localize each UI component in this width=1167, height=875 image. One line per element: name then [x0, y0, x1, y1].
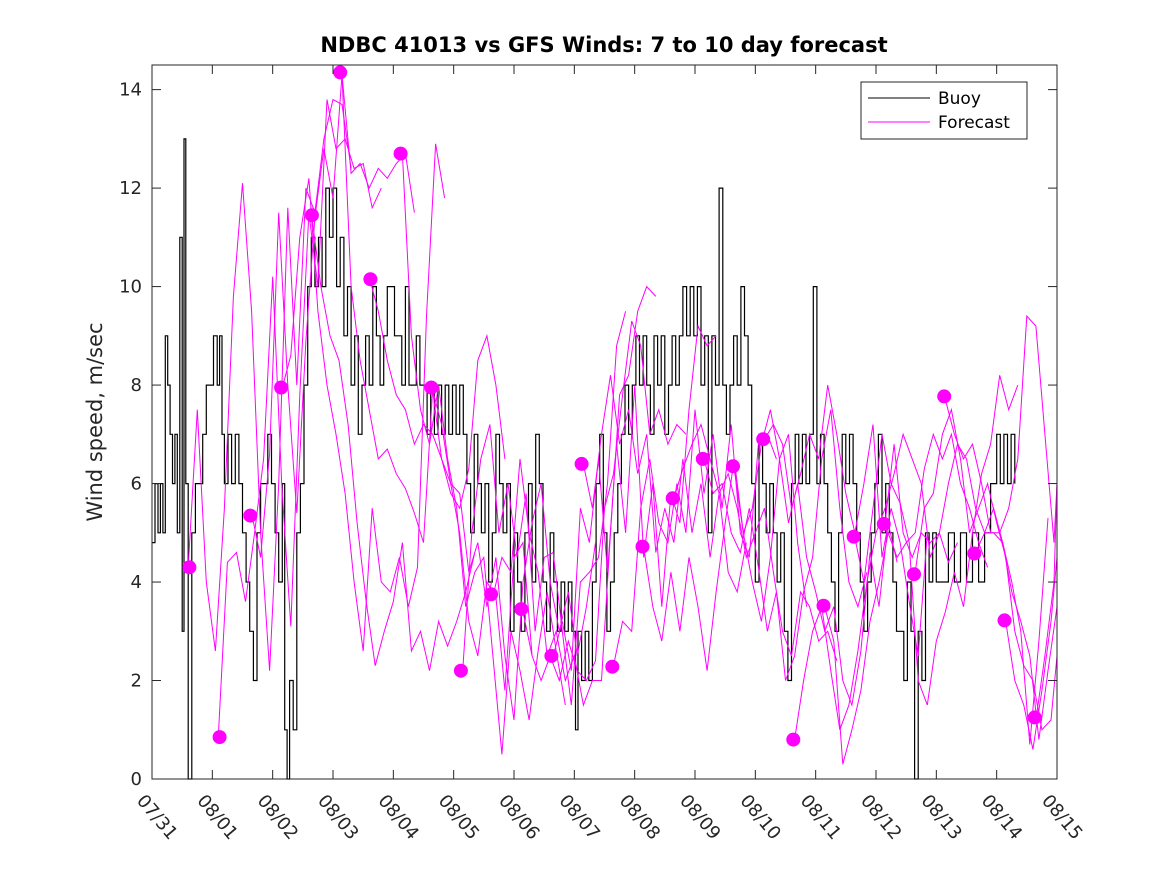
forecast-marker-21	[786, 732, 801, 747]
forecast-line-18	[703, 409, 868, 681]
forecast-marker-3	[243, 508, 258, 523]
y-tick-label: 4	[131, 572, 142, 593]
forecast-line-25	[914, 407, 1058, 731]
forecast-marker-29	[1027, 710, 1042, 725]
y-axis-label: Wind speed, m/sec	[83, 322, 107, 521]
forecast-line-3	[251, 74, 415, 558]
forecast-line-4	[281, 143, 446, 652]
forecast-marker-23	[846, 529, 861, 544]
y-tick-label: 0	[131, 769, 142, 790]
y-tick-label: 10	[119, 277, 142, 298]
chart-title: NDBC 41013 vs GFS Winds: 7 to 10 day for…	[320, 33, 887, 57]
forecast-marker-11	[484, 587, 499, 602]
forecast-marker-13	[544, 648, 559, 663]
legend-box	[860, 81, 1028, 140]
forecast-line-24	[884, 442, 1049, 745]
y-tick-label: 2	[131, 671, 142, 692]
legend-forecast-label: Forecast	[938, 113, 1010, 133]
forecast-marker-26	[937, 389, 952, 404]
forecast-line-8	[401, 153, 566, 755]
forecast-markers	[182, 65, 1042, 747]
forecast-marker-16	[635, 539, 650, 554]
forecast-series	[187, 74, 1058, 765]
forecast-line-1	[187, 98, 352, 671]
forecast-marker-28	[997, 613, 1012, 628]
axes-box	[151, 64, 1058, 780]
forecast-marker-15	[605, 659, 620, 674]
forecast-marker-5	[304, 208, 319, 223]
forecast-line-29	[1035, 483, 1058, 720]
y-tick-label: 12	[119, 178, 142, 199]
forecast-marker-25	[907, 567, 921, 582]
forecast-line-17	[673, 423, 838, 661]
forecast-line-20	[763, 385, 928, 656]
forecast-line-13	[552, 324, 717, 671]
forecast-marker-14	[574, 456, 589, 471]
axes	[151, 64, 1058, 780]
forecast-marker-24	[876, 516, 891, 531]
forecast-line-23	[854, 375, 1019, 706]
y-axis-ticks: 0 2 4 6 8 10 12 14	[119, 80, 1057, 790]
plot-area	[152, 65, 1057, 779]
forecast-marker-18	[695, 451, 710, 466]
forecast-marker-20	[756, 432, 771, 447]
legend: Buoy Forecast	[860, 81, 1028, 140]
forecast-marker-7	[363, 272, 378, 287]
y-tick-label: 8	[131, 375, 142, 396]
forecast-line-28	[1005, 557, 1058, 750]
y-tick-label: 14	[119, 80, 142, 101]
forecast-marker-2	[212, 730, 227, 745]
forecast-marker-12	[514, 602, 529, 617]
forecast-line-26	[944, 314, 1058, 543]
forecast-marker-17	[665, 491, 680, 506]
forecast-line-9	[432, 389, 596, 720]
forecast-marker-19	[726, 459, 740, 474]
forecast-line-11	[492, 285, 657, 707]
forecast-line-2	[217, 99, 382, 735]
y-tick-label: 6	[131, 474, 142, 495]
forecast-line-10	[462, 311, 627, 706]
forecast-line-6	[341, 74, 506, 543]
forecast-line-5	[311, 217, 476, 671]
forecast-marker-1	[182, 560, 197, 575]
legend-buoy-label: Buoy	[938, 89, 981, 109]
forecast-marker-6	[333, 65, 348, 80]
forecast-marker-8	[393, 146, 408, 161]
forecast-marker-4	[274, 380, 289, 395]
forecast-line-15	[613, 409, 777, 666]
forecast-marker-10	[453, 663, 468, 678]
forecast-line-27	[975, 506, 1058, 740]
forecast-marker-27	[967, 546, 982, 561]
forecast-marker-9	[424, 380, 439, 395]
forecast-marker-22	[816, 598, 831, 613]
